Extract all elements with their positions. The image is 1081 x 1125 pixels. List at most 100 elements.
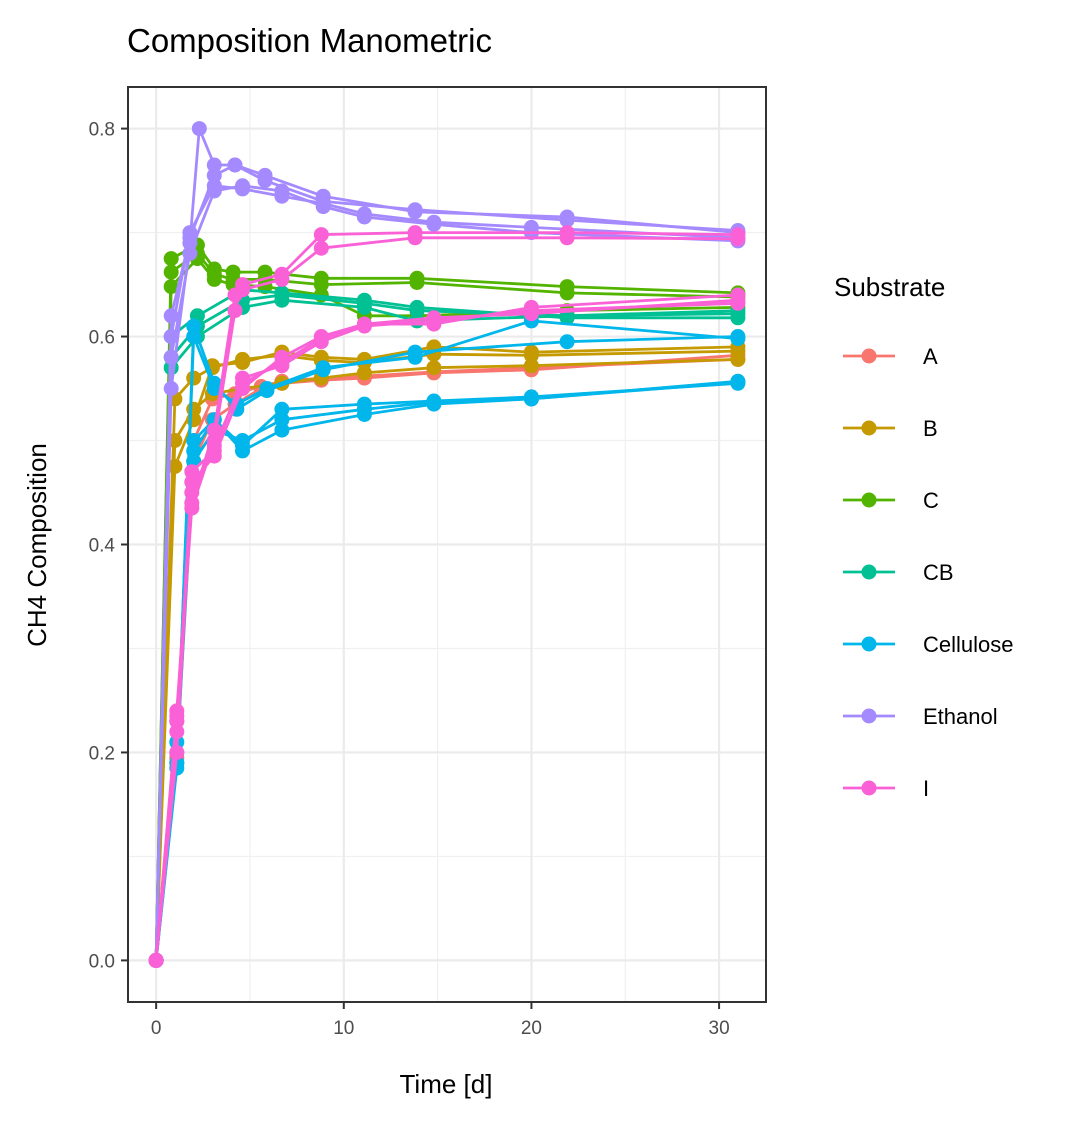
plot-series — [148, 121, 746, 968]
data-point — [235, 178, 250, 194]
data-point — [274, 355, 290, 370]
data-point — [559, 230, 575, 246]
data-point — [426, 393, 442, 409]
data-point — [730, 292, 746, 308]
legend-key-point — [861, 708, 877, 724]
legend-title: Substrate — [834, 272, 945, 302]
y-axis-title: CH4 Composition — [22, 443, 52, 647]
data-point — [184, 495, 200, 511]
legend-item-Ethanol: Ethanol — [843, 704, 998, 729]
data-point — [356, 365, 372, 381]
y-tick-label: 0.2 — [89, 743, 115, 764]
data-point — [409, 303, 425, 319]
x-axis-title: Time [d] — [400, 1069, 493, 1099]
legend-label: Cellulose — [923, 632, 1014, 657]
data-point — [163, 349, 179, 365]
data-point — [274, 271, 290, 287]
series-Cellulose — [148, 313, 746, 968]
data-point — [730, 306, 746, 322]
y-tick-label: 0.0 — [89, 951, 115, 972]
data-point — [523, 358, 539, 374]
data-point — [186, 443, 202, 459]
legend-key-point — [861, 780, 877, 796]
legend-item-CB: CB — [843, 560, 954, 585]
legend-key-point — [861, 636, 877, 652]
data-point — [426, 310, 442, 326]
data-point — [235, 375, 250, 391]
data-point — [235, 438, 250, 454]
legend-item-C: C — [843, 488, 939, 513]
data-point — [206, 183, 222, 199]
data-point — [313, 227, 329, 243]
data-point — [184, 485, 200, 500]
data-point — [206, 167, 222, 183]
data-point — [559, 334, 575, 350]
y-tick-label: 0.8 — [89, 120, 115, 141]
data-point — [227, 157, 243, 173]
legend-item-I: I — [843, 776, 929, 801]
data-point — [730, 331, 746, 347]
legend-label: Ethanol — [923, 704, 998, 729]
data-point — [407, 230, 423, 246]
data-point — [313, 240, 329, 256]
data-point — [426, 216, 442, 232]
data-point — [259, 381, 275, 396]
data-point — [163, 329, 179, 344]
data-point — [163, 381, 179, 396]
data-point — [167, 459, 183, 474]
data-point — [559, 212, 575, 228]
legend-key-point — [861, 348, 877, 364]
legend-label: I — [923, 776, 929, 801]
data-point — [169, 745, 185, 760]
data-point — [186, 318, 202, 334]
data-point — [315, 360, 331, 376]
data-point — [169, 713, 185, 729]
data-point — [169, 724, 185, 740]
data-point — [356, 209, 372, 225]
legend-key-point — [861, 420, 877, 436]
legend-item-A: A — [843, 344, 938, 369]
x-tick-label: 30 — [709, 1018, 730, 1039]
data-point — [313, 277, 329, 293]
legend-key-point — [861, 564, 877, 580]
data-point — [274, 292, 290, 308]
data-point — [409, 275, 425, 290]
series-I — [148, 225, 746, 968]
x-tick-label: 0 — [151, 1018, 162, 1039]
data-point — [356, 299, 372, 315]
legend: Substrate A B C CB Cellulose Ethanol I — [834, 272, 1014, 801]
data-point — [163, 251, 179, 267]
data-point — [184, 464, 200, 480]
data-point — [184, 474, 200, 490]
x-tick-label: 10 — [333, 1018, 354, 1039]
legend-label: C — [923, 488, 939, 513]
data-point — [274, 183, 290, 199]
legend-item-Cellulose: Cellulose — [843, 632, 1014, 657]
data-point — [186, 370, 202, 386]
data-point — [407, 202, 423, 218]
data-point — [163, 279, 179, 295]
data-point — [730, 231, 746, 247]
data-point — [257, 173, 273, 189]
data-point — [523, 306, 539, 322]
data-point — [523, 347, 539, 363]
data-point — [206, 266, 222, 282]
y-tick-label: 0.6 — [89, 328, 115, 349]
data-point — [235, 282, 250, 298]
data-point — [206, 422, 222, 438]
data-point — [169, 703, 185, 719]
data-point — [227, 303, 243, 319]
data-point — [274, 412, 290, 428]
data-point — [407, 349, 423, 365]
data-point — [206, 438, 222, 454]
series-Ethanol — [148, 121, 746, 968]
chart-title: Composition Manometric — [127, 22, 492, 59]
data-point — [274, 401, 290, 417]
legend-key-point — [861, 492, 877, 508]
series-line — [154, 319, 739, 961]
series-line — [154, 163, 738, 961]
data-point — [182, 245, 198, 261]
data-point — [559, 285, 575, 301]
